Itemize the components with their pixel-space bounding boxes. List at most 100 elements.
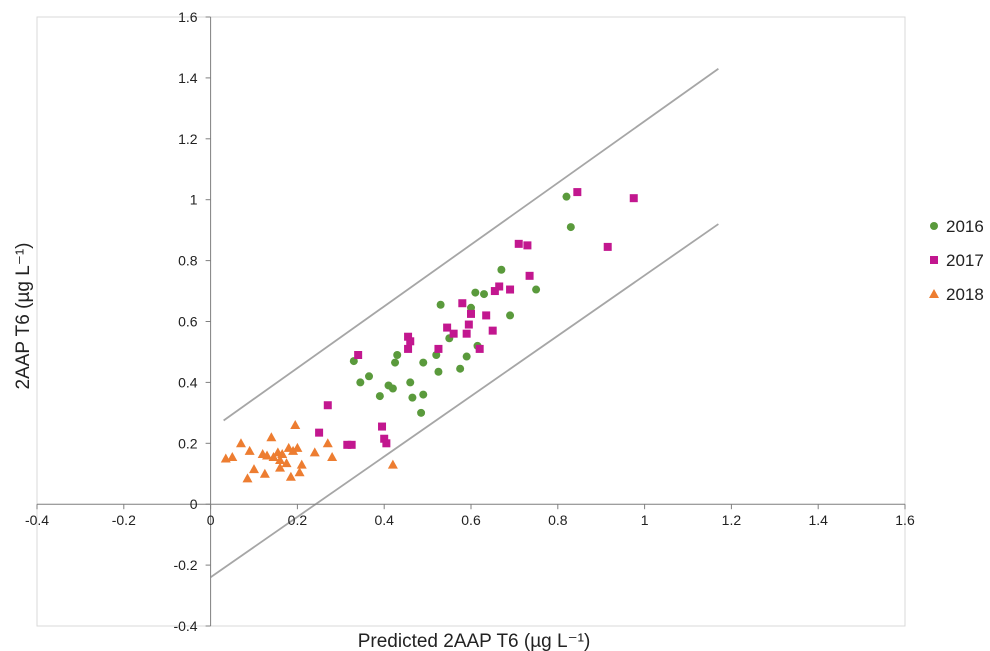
legend-item-2016: 2016 bbox=[930, 217, 984, 236]
data-point-2016 bbox=[391, 358, 400, 367]
x-tick-label: 0.8 bbox=[548, 512, 568, 528]
data-point-2018 bbox=[235, 438, 246, 448]
data-point-2017 bbox=[343, 440, 352, 449]
y-tick-label: 0.6 bbox=[178, 314, 198, 330]
x-tick-labels: -0.4 -0.2 0 0.2 0.4 0.6 0.8 1 1.2 1.4 1.6 bbox=[25, 512, 915, 528]
data-point-2018 bbox=[268, 452, 279, 462]
data-point-2016 bbox=[393, 350, 402, 359]
y-tick-label: 1.6 bbox=[178, 9, 198, 25]
x-axis-title: Predicted 2AAP T6 (µg L⁻¹) bbox=[358, 631, 591, 651]
data-point-2016 bbox=[349, 357, 358, 366]
data-point-2016 bbox=[506, 311, 515, 320]
data-point-2016 bbox=[432, 350, 441, 359]
data-point-2018 bbox=[290, 420, 301, 430]
data-point-2016 bbox=[356, 378, 365, 387]
data-point-2017 bbox=[514, 239, 523, 248]
x-tick-label: 0.6 bbox=[461, 512, 481, 528]
data-point-2017 bbox=[378, 422, 387, 431]
data-point-2017 bbox=[467, 309, 475, 318]
y-tick-label: -0.2 bbox=[173, 557, 197, 573]
data-point-2017 bbox=[404, 332, 413, 341]
data-point-2016 bbox=[462, 352, 471, 361]
data-point-2017 bbox=[475, 344, 484, 353]
data-point-2016 bbox=[417, 408, 426, 417]
data-point-2018 bbox=[275, 455, 286, 465]
data-point-2016 bbox=[497, 265, 506, 274]
legend-marker-2017 bbox=[930, 256, 938, 264]
data-point-2016 bbox=[408, 393, 417, 402]
data-point-2016 bbox=[456, 364, 465, 373]
data-point-2016 bbox=[532, 285, 541, 294]
data-point-2016 bbox=[467, 303, 475, 312]
data-point-2016 bbox=[406, 378, 415, 387]
y-tick-labels: -0.4 -0.2 0 0.2 0.4 0.6 0.8 1 1.2 1.4 1.6 bbox=[173, 9, 197, 634]
data-point-2016 bbox=[419, 390, 428, 399]
data-point-2017 bbox=[406, 337, 415, 346]
y-tick-label: 0.8 bbox=[178, 253, 198, 269]
series-2018 bbox=[220, 420, 398, 483]
reference-line-2 bbox=[210, 223, 719, 579]
data-point-2017 bbox=[323, 401, 332, 410]
series-2016 bbox=[349, 192, 575, 417]
data-point-2017 bbox=[603, 242, 612, 251]
y-tick-label: 1.2 bbox=[178, 131, 198, 147]
legend: 2016 2017 2018 bbox=[929, 217, 984, 304]
data-point-2018 bbox=[242, 473, 253, 483]
data-point-2016 bbox=[365, 372, 374, 381]
x-tick-label: -0.4 bbox=[25, 512, 49, 528]
data-point-2016 bbox=[480, 290, 489, 299]
y-tick-label: 1.4 bbox=[178, 70, 198, 86]
data-point-2018 bbox=[259, 468, 270, 478]
data-point-2017 bbox=[434, 344, 443, 353]
data-point-2018 bbox=[281, 458, 292, 468]
data-point-2017 bbox=[525, 271, 534, 280]
data-point-2018 bbox=[387, 459, 398, 469]
data-point-2017 bbox=[495, 282, 504, 291]
data-point-2017 bbox=[380, 434, 389, 443]
reference-line-1 bbox=[223, 68, 719, 422]
data-point-2017 bbox=[347, 440, 356, 449]
data-point-2016 bbox=[471, 288, 480, 297]
data-point-2017 bbox=[490, 287, 499, 296]
data-point-2016 bbox=[436, 300, 445, 309]
legend-label: 2018 bbox=[946, 285, 984, 304]
data-point-2018 bbox=[227, 452, 238, 462]
data-point-2017 bbox=[523, 241, 532, 250]
data-point-2018 bbox=[249, 464, 259, 474]
x-tick-label: 0.4 bbox=[374, 512, 394, 528]
legend-marker-2016 bbox=[930, 222, 938, 230]
data-point-2018 bbox=[277, 448, 288, 458]
x-tick-label: 1.6 bbox=[895, 512, 915, 528]
data-point-2018 bbox=[296, 459, 307, 469]
y-axis-title: 2AAP T6 (µg L⁻¹) bbox=[13, 243, 34, 390]
reference-lines bbox=[210, 68, 719, 579]
y-tick-label: 0.2 bbox=[178, 435, 198, 451]
data-point-2017 bbox=[354, 350, 363, 359]
data-point-2016 bbox=[419, 358, 428, 367]
y-tick-label: 1 bbox=[190, 192, 198, 208]
data-point-2018 bbox=[322, 438, 333, 448]
legend-label: 2017 bbox=[946, 251, 984, 270]
data-point-2017 bbox=[404, 344, 413, 353]
axes bbox=[36, 16, 906, 627]
data-point-2016 bbox=[562, 192, 571, 201]
x-tick-label: 1.2 bbox=[722, 512, 742, 528]
data-point-2016 bbox=[434, 367, 443, 376]
data-point-2017 bbox=[443, 323, 452, 332]
data-point-2017 bbox=[573, 188, 582, 197]
data-point-2018 bbox=[327, 452, 338, 462]
data-point-2017 bbox=[482, 311, 491, 320]
x-tick-label: -0.2 bbox=[112, 512, 136, 528]
legend-marker-2018 bbox=[929, 289, 939, 298]
data-point-2018 bbox=[309, 447, 320, 457]
x-tick-label: 0.2 bbox=[288, 512, 308, 528]
data-point-2017 bbox=[464, 320, 473, 329]
data-point-2018 bbox=[285, 471, 296, 481]
series-2017 bbox=[315, 188, 638, 449]
data-point-2017 bbox=[382, 439, 391, 448]
data-point-2016 bbox=[566, 223, 575, 232]
legend-label: 2016 bbox=[946, 217, 984, 236]
legend-item-2018: 2018 bbox=[929, 285, 984, 304]
data-point-2016 bbox=[388, 384, 397, 393]
